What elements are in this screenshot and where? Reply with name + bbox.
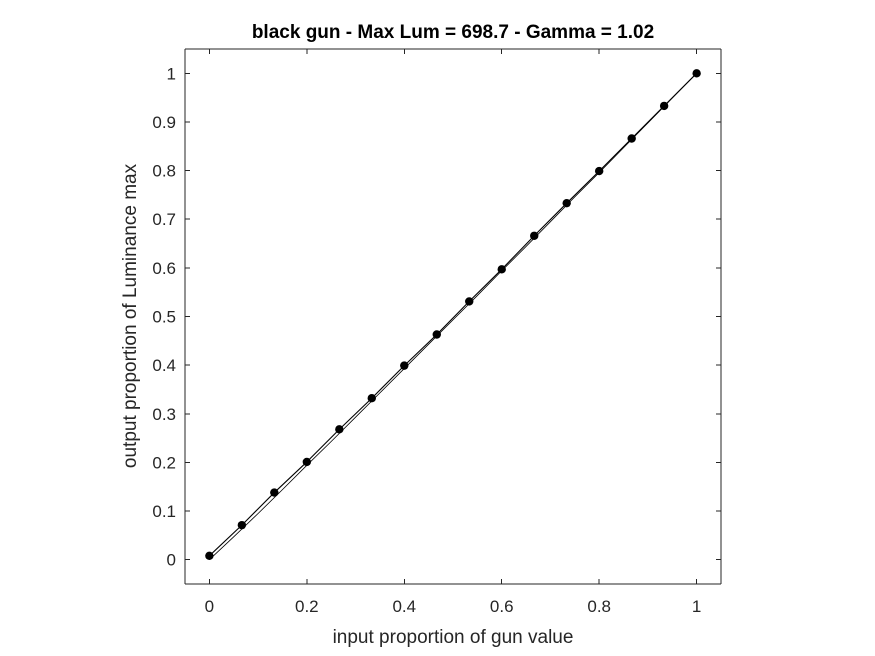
y-tick-label: 0.6	[152, 259, 176, 278]
y-axis-label: output proportion of Luminance max	[120, 163, 141, 468]
x-tick-label: 0.2	[295, 597, 319, 616]
measured-line	[208, 72, 698, 557]
x-tick-label: 0.6	[490, 597, 514, 616]
y-ticks: 0 0.1 0.2 0.3 0.4 0.5 0.6 0.7 0.8 0.9 1	[152, 64, 721, 570]
data-point	[205, 551, 214, 560]
x-ticks: 0 0.2 0.4 0.6 0.8 1	[205, 49, 701, 616]
data-point	[627, 134, 636, 143]
y-tick-label: 0.9	[152, 113, 176, 132]
data-point	[237, 520, 247, 530]
x-tick-label: 0	[205, 597, 214, 616]
chart-title: black gun - Max Lum = 698.7 - Gamma = 1.…	[252, 22, 654, 43]
y-tick-label: 0.2	[152, 453, 176, 472]
x-tick-label: 1	[692, 597, 701, 616]
data-point	[335, 425, 344, 434]
data-point	[594, 166, 604, 176]
data-point	[562, 198, 571, 208]
fit-line	[209, 73, 697, 560]
y-tick-label: 0.3	[152, 405, 176, 424]
data-point	[367, 394, 376, 403]
x-axis-label: input proportion of gun value	[333, 627, 574, 648]
x-tick-label: 0.8	[587, 597, 611, 616]
data-point	[465, 297, 474, 306]
y-tick-label: 0.4	[152, 356, 176, 375]
y-tick-label: 1	[167, 64, 176, 83]
y-tick-label: 0.7	[152, 210, 176, 229]
x-tick-label: 0.4	[392, 597, 416, 616]
data-point	[530, 231, 539, 240]
y-tick-label: 0	[167, 551, 176, 570]
data-point	[302, 457, 312, 467]
y-tick-label: 0.5	[152, 308, 176, 327]
y-tick-label: 0.1	[152, 502, 176, 521]
data-point	[270, 488, 279, 497]
data-point	[432, 330, 441, 339]
series-layer	[205, 69, 701, 560]
y-tick-label: 0.8	[152, 162, 176, 181]
data-point	[497, 265, 506, 274]
data-point	[400, 361, 409, 370]
